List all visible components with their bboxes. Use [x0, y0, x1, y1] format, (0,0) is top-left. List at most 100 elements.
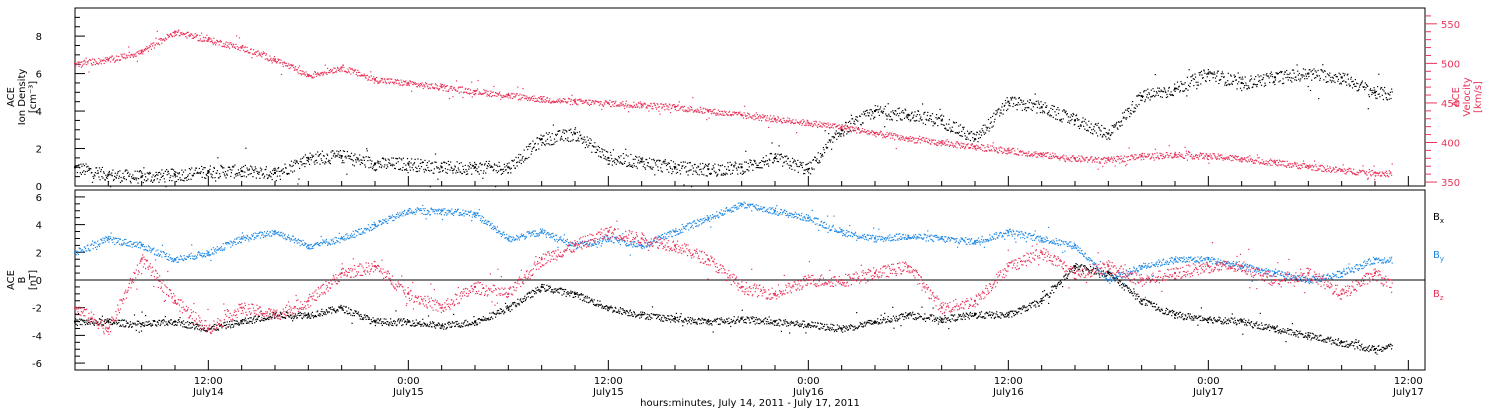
bz-series-point [907, 265, 910, 268]
legend-name: B [1433, 289, 1440, 300]
bz-series-point [607, 230, 610, 233]
bz-series-point [1074, 272, 1076, 275]
y-tick-label: -6 [32, 359, 42, 370]
by-series-point [707, 216, 710, 219]
bx-series-point [840, 327, 843, 330]
bx-series-point [240, 320, 243, 323]
density-series-point [1340, 76, 1343, 79]
by-series-point [974, 240, 976, 243]
bz-series-point [940, 306, 943, 309]
y-tick-label: 6 [36, 193, 42, 204]
velocity-series-point [807, 121, 810, 124]
x-tick-time: 0:00 [1197, 376, 1219, 387]
bz-series-point [407, 292, 410, 295]
by-series-point [540, 230, 543, 233]
axis-title-line: [cm⁻³] [28, 81, 39, 113]
by-series-point [74, 251, 76, 254]
bz-series-point [1107, 265, 1110, 268]
bz-series-point [107, 327, 110, 330]
legend-name: B [1433, 250, 1440, 261]
by-series-point [474, 212, 476, 215]
density-series-point [874, 110, 876, 113]
by-series-point [774, 209, 776, 212]
velocity-series-point [407, 82, 410, 85]
bottom-left-axis-title: ACE B [nT] [6, 270, 39, 290]
bz-series-point [874, 272, 876, 275]
bz-series [74, 220, 1393, 335]
bx-series-point [1207, 317, 1210, 320]
bx-series-point [707, 320, 710, 323]
bz-series-point [207, 327, 210, 330]
velocity-series-point [1007, 149, 1010, 152]
bz-series-point [374, 265, 376, 268]
density-series-point [1274, 76, 1276, 79]
bx-series-point [1074, 265, 1076, 268]
bx-series-point [940, 317, 943, 320]
bx-series-point [474, 320, 476, 323]
by-series-point [140, 244, 143, 247]
velocity-series-point [574, 100, 576, 103]
bx-series-point [1307, 334, 1310, 337]
bz-series-point [840, 279, 843, 281]
axis-title-line: ACE [1451, 87, 1462, 107]
by-series-point [307, 244, 310, 247]
velocity-series-point [907, 137, 910, 140]
axis-title-line: [km/s] [1473, 81, 1484, 113]
bx-series-point [407, 320, 410, 323]
bz-series-point [640, 237, 643, 240]
legend-subscript: z [1440, 294, 1444, 302]
bx-series-point [1107, 272, 1110, 275]
by-series-point [1207, 258, 1210, 261]
y-tick-label: 4 [36, 221, 42, 232]
bx-series-point [307, 313, 310, 316]
velocity-series-point [1174, 153, 1176, 156]
density-series-point [207, 170, 210, 173]
bx-series-point [1140, 299, 1143, 302]
velocity-series-point [974, 145, 976, 148]
density-series-point [707, 168, 710, 171]
top-plot-frame [74, 7, 1426, 187]
y-tick-label: 4 [36, 107, 42, 118]
by-series-point [907, 234, 910, 237]
bx-series-point [540, 285, 543, 288]
bx-series-point [1374, 348, 1376, 351]
density-series [74, 64, 1393, 188]
x-tick-time: 12:00 [994, 376, 1023, 387]
by-series-point [1007, 230, 1010, 233]
top-right-axis: 350 400 450 500 550 [1425, 15, 1460, 189]
density-series-point [340, 155, 343, 158]
x-tick-date: July17 [1392, 387, 1424, 398]
axis-title-line: ACE [6, 270, 17, 290]
density-series-point [940, 119, 943, 122]
y2-tick-label: 500 [1441, 59, 1460, 70]
by-series [74, 201, 1393, 285]
x-tick-date: July17 [1192, 387, 1224, 398]
velocity-series-point [640, 103, 643, 106]
density-series-point [274, 171, 276, 174]
velocity-series-point [1307, 165, 1310, 168]
legend-name: B [1433, 212, 1440, 223]
bz-series-point [1240, 265, 1243, 268]
velocity-series-point [74, 62, 76, 65]
y2-tick-label: 550 [1441, 20, 1460, 31]
velocity-series-point [940, 141, 943, 144]
density-series-point [840, 128, 843, 131]
velocity-series-point [1207, 154, 1210, 157]
by-series-point [440, 209, 443, 212]
density-series-point [907, 113, 910, 116]
legend-bz: Bz [1433, 289, 1444, 302]
bx-series-point [1174, 313, 1176, 316]
x-tick-time: 12:00 [194, 376, 223, 387]
bx-series-point [1040, 299, 1043, 302]
axis-title-line: [nT] [28, 270, 39, 290]
y-tick-label: -4 [32, 331, 42, 342]
bz-series-point [1140, 279, 1143, 281]
x-tick-time: 12:00 [1394, 376, 1423, 387]
legend-by: By [1433, 250, 1444, 263]
density-series-point [474, 166, 476, 169]
bx-series-point [1340, 341, 1343, 344]
bx-series-point [807, 323, 810, 326]
x-tick-time: 12:00 [594, 376, 623, 387]
